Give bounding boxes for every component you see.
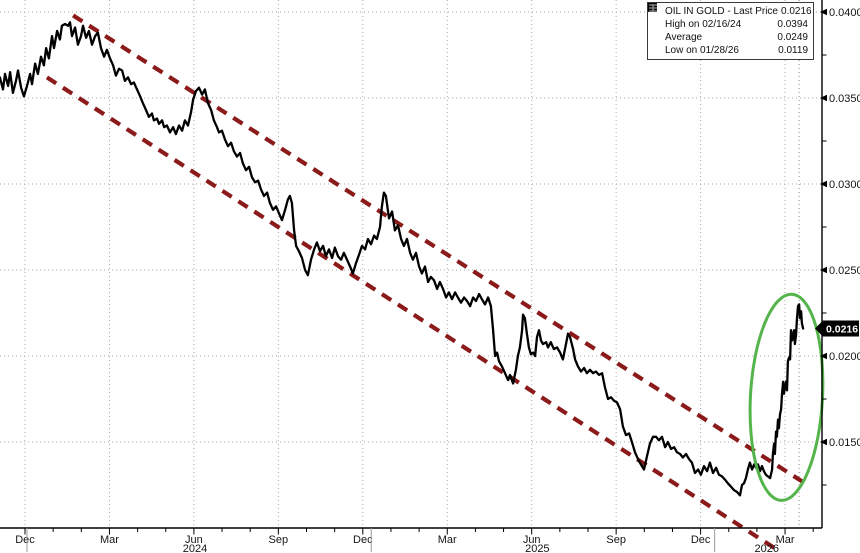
legend-label: Average [665,32,703,43]
y-axis-label: 0.0400 [829,7,860,19]
y-tick-arrow [820,266,827,274]
x-axis-label: Dec [15,534,35,546]
last-price-tag [815,320,859,337]
legend-label: Low on 01/28/26 [665,45,739,56]
y-axis-label: 0.0200 [829,351,860,363]
legend-row-last-price[interactable]: OIL IN GOLD - Last Price 0.0216 [648,3,813,18]
legend-value: 0.0394 [777,19,808,30]
y-tick-arrow [820,94,827,102]
x-axis-year-label: 2026 [755,543,779,553]
x-axis-label: Sep [269,534,289,546]
x-axis-label: Mar [100,534,119,546]
x-axis-label: Mar [438,534,457,546]
x-axis-label: Dec [691,534,711,546]
x-axis-year-label: 2024 [183,543,207,553]
legend-label: High on 02/16/24 [665,19,742,30]
legend-box[interactable]: OIL IN GOLD - Last Price 0.0216 High on … [647,2,814,60]
legend-row-high[interactable]: High on 02/16/24 0.0394 [648,4,813,31]
y-axis-label: 0.0350 [829,93,860,105]
y-tick-arrow [820,352,827,360]
legend-row-low[interactable]: Low on 01/28/26 0.0119 [648,4,813,57]
last-price-tag-value: 0.0216 [826,323,858,335]
x-axis-label: Sep [606,534,626,546]
y-axis-label: 0.0250 [829,265,860,277]
legend-value: 0.0119 [778,45,808,56]
legend-value: 0.0216 [781,6,812,17]
legend-value: 0.0249 [777,32,808,43]
legend-label: OIL IN GOLD - Last Price [665,6,778,17]
y-tick-arrow [820,180,827,188]
average-tick-icon [649,4,662,43]
y-axis-label: 0.0150 [829,437,860,449]
x-axis-year-label: 2025 [525,543,549,553]
y-tick-arrow [820,438,827,446]
x-axis-label: Jun [185,534,203,546]
low-tick-icon [649,4,662,56]
y-axis-label: 0.0300 [829,179,860,191]
channel-lower-line [45,75,780,553]
price-line [0,21,805,497]
channel-upper-line [72,13,807,486]
legend-row-average[interactable]: Average 0.0249 [648,4,813,44]
x-axis-label: Dec [353,534,373,546]
y-tick-arrow [820,8,827,16]
x-axis-label: Jun [523,534,541,546]
high-tick-icon [649,4,662,30]
x-axis-label: Mar [776,534,795,546]
